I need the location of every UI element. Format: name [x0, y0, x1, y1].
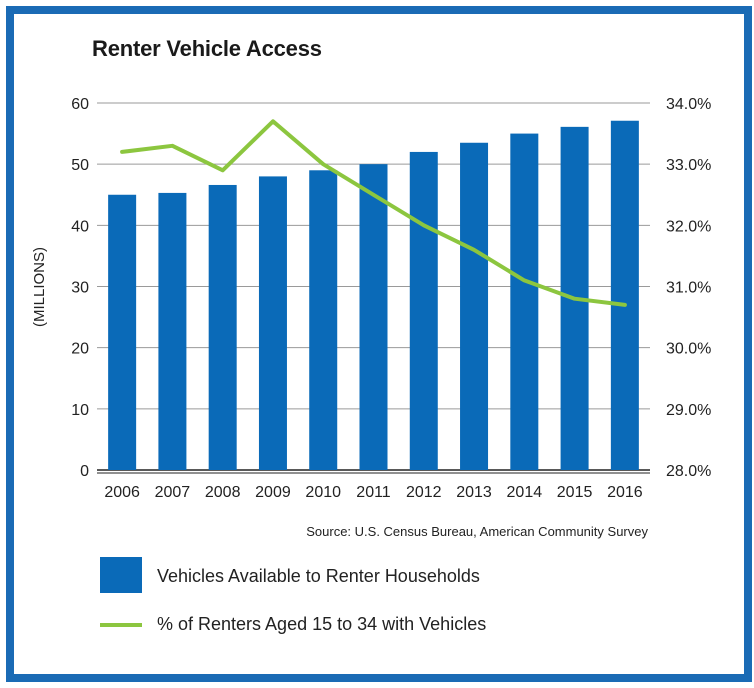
chart-title: Renter Vehicle Access: [92, 36, 322, 61]
y2-tick-label: 34.0%: [666, 96, 711, 113]
series-line: [120, 119, 627, 307]
y2-tick-label: 30.0%: [666, 341, 711, 358]
x-tick-label: 2011: [356, 484, 391, 501]
y2-tick-label: 33.0%: [666, 157, 711, 174]
y-tick-label: 20: [71, 341, 89, 358]
y-axis-label: (MILLIONS): [31, 247, 48, 327]
bar: [258, 176, 287, 470]
y-tick-label: 50: [71, 157, 89, 174]
bar: [460, 142, 489, 470]
y-tick-label: 40: [71, 218, 89, 235]
x-tick-label: 2014: [507, 484, 543, 501]
x-tick-label: 2016: [607, 484, 643, 501]
x-tick-label: 2013: [456, 484, 492, 501]
y2-tick-label: 29.0%: [666, 402, 711, 419]
x-tick-label: 2008: [205, 484, 241, 501]
legend-label-bar: Vehicles Available to Renter Households: [157, 566, 480, 586]
bar: [610, 120, 639, 470]
y-tick-label: 60: [71, 96, 89, 113]
x-tick-label: 2010: [305, 484, 341, 501]
bar: [158, 192, 187, 471]
bar: [359, 164, 388, 470]
bar: [108, 194, 137, 470]
bar: [208, 184, 237, 471]
x-tick-label: 2015: [557, 484, 593, 501]
y2-tick-label: 32.0%: [666, 218, 711, 235]
y2-tick-label: 28.0%: [666, 463, 711, 480]
x-tick-label: 2006: [104, 484, 140, 501]
bar: [309, 170, 338, 471]
source-note: Source: U.S. Census Bureau, American Com…: [306, 524, 648, 539]
x-tick-label: 2007: [155, 484, 191, 501]
x-tick-label: 2009: [255, 484, 291, 501]
bar: [510, 133, 539, 471]
y-tick-label: 10: [71, 402, 89, 419]
x-tick-label: 2012: [406, 484, 442, 501]
y-tick-label: 30: [71, 280, 89, 297]
y2-tick-label: 31.0%: [666, 280, 711, 297]
legend-label-line: % of Renters Aged 15 to 34 with Vehicles: [157, 614, 486, 634]
y-tick-label: 0: [80, 463, 89, 480]
legend-swatch-bar: [100, 557, 142, 593]
bar: [409, 151, 438, 470]
